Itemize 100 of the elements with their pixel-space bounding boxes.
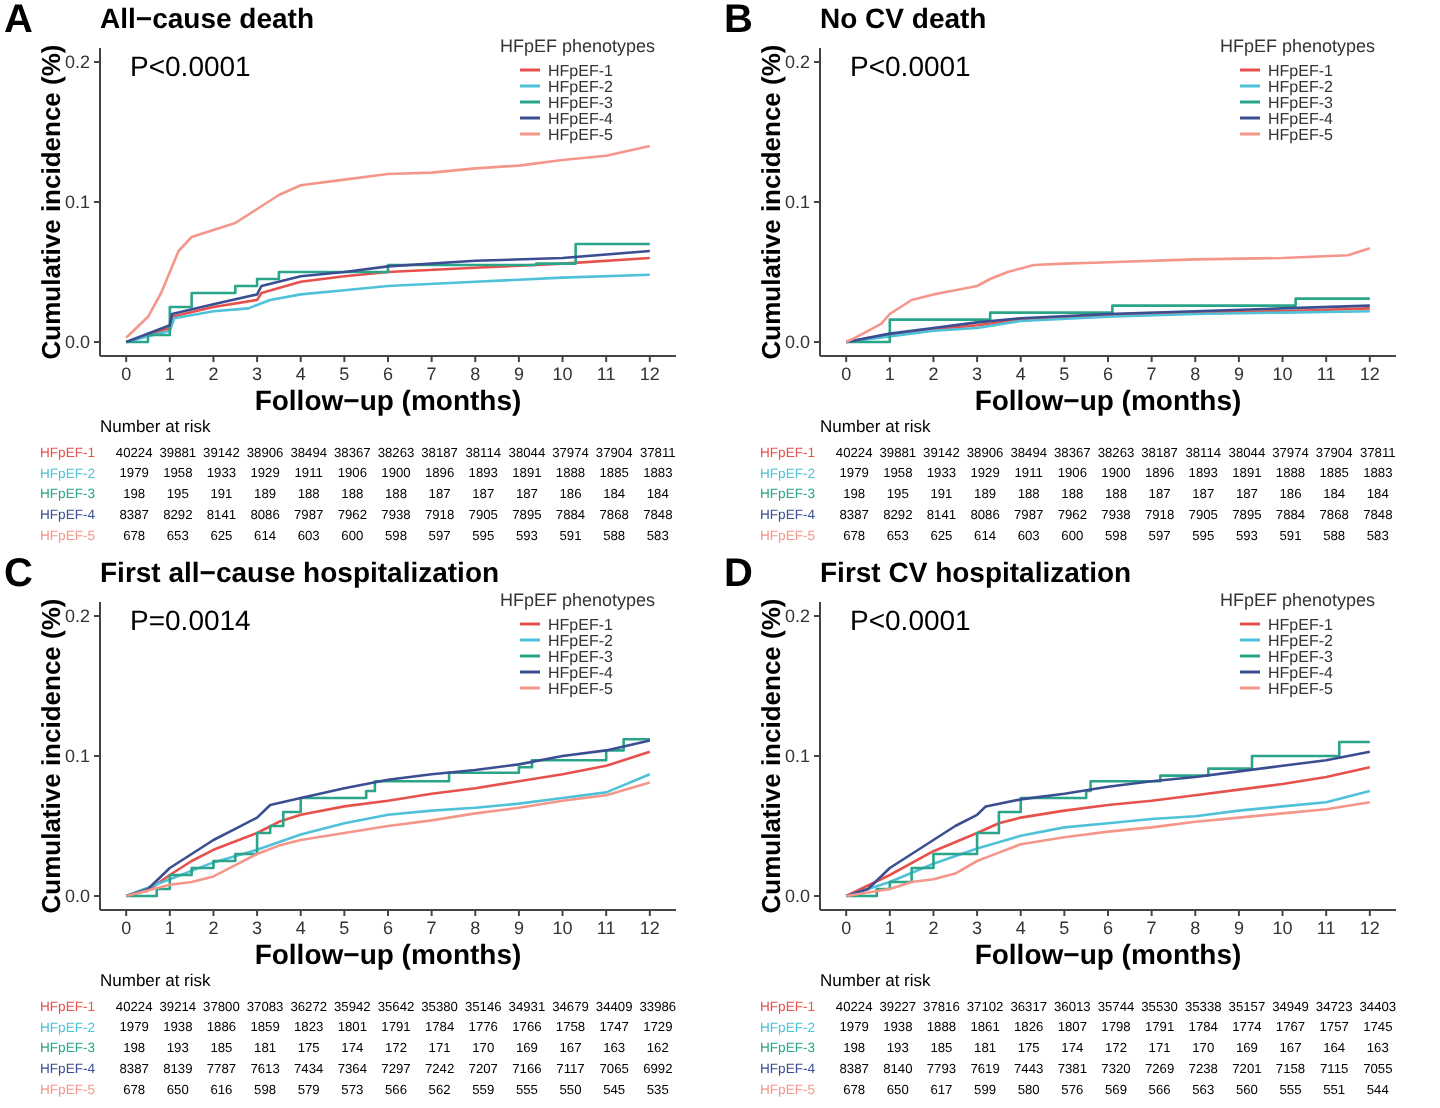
chart-title: First all−cause hospitalization: [100, 556, 500, 588]
chart-title: All−cause death: [100, 2, 314, 34]
x-tick-label: 5: [339, 918, 350, 938]
legend-label: HFpEF-5: [1268, 125, 1334, 144]
y-tick-label: 0.1: [64, 192, 90, 213]
y-axis-title: Cumulative incidence (%): [756, 44, 786, 360]
x-tick-label: 5: [339, 364, 350, 384]
x-tick-label: 4: [1015, 364, 1026, 384]
x-tick-label: 8: [1190, 918, 1201, 938]
x-tick-label: 2: [928, 918, 939, 938]
y-tick-label: 0.2: [784, 606, 810, 627]
x-axis-title: Follow−up (months): [974, 938, 1242, 970]
y-tick-label: 0.0: [64, 886, 90, 907]
annotation: P<0.0001: [850, 50, 972, 82]
x-tick-label: 3: [972, 364, 983, 384]
legend-label: HFpEF-5: [1268, 679, 1334, 698]
y-tick-label: 0.2: [64, 606, 90, 627]
y-tick-label: 0.0: [784, 886, 810, 907]
x-tick-label: 4: [1015, 918, 1026, 938]
legend-label: HFpEF-2: [548, 631, 614, 650]
x-tick-label: 8: [470, 364, 481, 384]
x-tick-label: 6: [1102, 918, 1114, 938]
y-tick-label: 0.2: [784, 52, 810, 73]
x-tick-label: 7: [426, 918, 437, 938]
x-tick-label: 2: [208, 364, 219, 384]
x-tick-label: 3: [252, 918, 263, 938]
x-tick-label: 10: [552, 918, 573, 938]
legend-label: HFpEF-3: [1268, 647, 1334, 666]
annotation: P<0.0001: [130, 50, 252, 82]
x-tick-label: 6: [382, 364, 394, 384]
x-tick-label: 12: [1359, 364, 1380, 384]
legend-label: HFpEF-4: [1268, 109, 1334, 128]
x-tick-label: 1: [884, 918, 895, 938]
x-tick-label: 10: [1272, 364, 1293, 384]
x-axis-title: Follow−up (months): [254, 938, 522, 970]
text: Number at risk: [820, 970, 933, 990]
text: Number at risk: [100, 416, 213, 436]
legend-label: HFpEF-2: [1268, 77, 1334, 96]
x-axis-title: Follow−up (months): [254, 384, 522, 416]
legend-label: HFpEF-3: [548, 647, 614, 666]
x-tick-label: 10: [552, 364, 573, 384]
x-tick-label: 11: [596, 364, 616, 384]
x-tick-label: 0: [121, 364, 132, 384]
text: Number at risk: [820, 416, 933, 436]
legend-title: HFpEF phenotypes: [1220, 590, 1377, 610]
x-tick-label: 12: [639, 364, 660, 384]
y-tick-label: 0.1: [784, 192, 810, 213]
text: A: [4, 0, 33, 42]
chart-title: First CV hospitalization: [820, 556, 1132, 588]
legend-title: HFpEF phenotypes: [1220, 36, 1377, 56]
x-tick-label: 8: [470, 918, 481, 938]
y-tick-label: 0.2: [64, 52, 90, 73]
x-tick-label: 1: [884, 364, 895, 384]
legend-label: HFpEF-2: [1268, 631, 1334, 650]
x-tick-label: 11: [596, 918, 616, 938]
x-tick-label: 11: [1316, 364, 1336, 384]
legend-label: HFpEF-1: [548, 615, 614, 634]
legend-label: HFpEF-5: [548, 125, 614, 144]
x-tick-label: 4: [295, 364, 306, 384]
x-tick-label: 2: [208, 918, 219, 938]
x-tick-label: 7: [426, 364, 437, 384]
chart-title: No CV death: [820, 2, 987, 34]
x-tick-label: 4: [295, 918, 306, 938]
legend-label: HFpEF-3: [1268, 93, 1334, 112]
x-tick-label: 11: [1316, 918, 1336, 938]
legend-label: HFpEF-5: [548, 679, 614, 698]
legend-label: HFpEF-1: [548, 61, 614, 80]
annotation: P=0.0014: [130, 604, 252, 636]
x-tick-label: 3: [972, 918, 983, 938]
x-tick-label: 5: [1059, 918, 1070, 938]
text: C: [4, 552, 33, 596]
x-tick-label: 0: [841, 918, 852, 938]
y-tick-label: 0.0: [784, 332, 810, 353]
text: Number at risk: [100, 970, 213, 990]
x-tick-label: 9: [1233, 364, 1244, 384]
x-tick-label: 5: [1059, 364, 1070, 384]
legend-label: HFpEF-4: [548, 109, 614, 128]
annotation: P<0.0001: [850, 604, 972, 636]
x-tick-label: 1: [164, 918, 175, 938]
legend-title: HFpEF phenotypes: [500, 590, 657, 610]
legend-title: HFpEF phenotypes: [500, 36, 657, 56]
line-series: [124, 144, 652, 340]
y-tick-label: 0.0: [64, 332, 90, 353]
text: B: [724, 0, 753, 42]
legend-label: HFpEF-1: [1268, 61, 1334, 80]
legend-label: HFpEF-4: [1268, 663, 1334, 682]
x-tick-label: 0: [121, 918, 132, 938]
legend-label: HFpEF-1: [1268, 615, 1334, 634]
y-tick-label: 0.1: [784, 746, 810, 767]
text: D: [724, 552, 753, 596]
x-tick-label: 3: [252, 364, 263, 384]
legend-label: HFpEF-2: [548, 77, 614, 96]
x-tick-label: 9: [513, 918, 524, 938]
legend-label: HFpEF-4: [548, 663, 614, 682]
x-tick-label: 9: [513, 364, 524, 384]
x-tick-label: 2: [928, 364, 939, 384]
x-tick-label: 7: [1146, 918, 1157, 938]
line-series: [844, 246, 1372, 344]
x-tick-label: 6: [1102, 364, 1114, 384]
x-tick-label: 12: [1359, 918, 1380, 938]
